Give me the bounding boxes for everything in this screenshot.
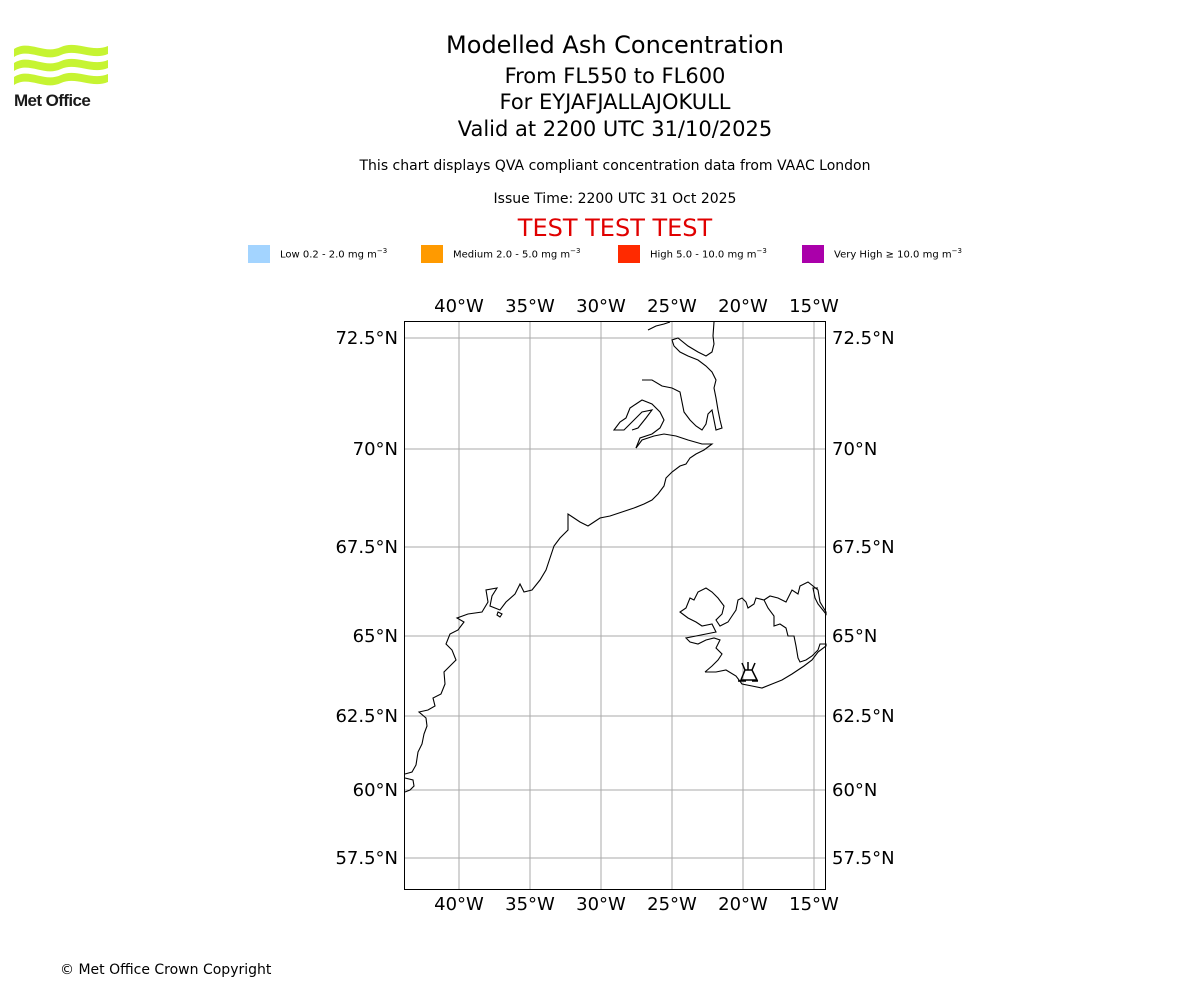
lat-tick-left: 70°N [353, 439, 398, 460]
lon-tick-top: 25°W [647, 296, 697, 317]
lat-tick-right: 65°N [832, 626, 877, 647]
valid-time: Valid at 2200 UTC 31/10/2025 [457, 117, 773, 141]
lon-tick-top: 15°W [789, 296, 839, 317]
legend-label-very-high: Very High ≥ 10.0 mg m−3 [834, 247, 962, 261]
legend-label-low: Low 0.2 - 2.0 mg m−3 [280, 247, 388, 261]
lon-tick-top: 20°W [718, 296, 768, 317]
legend-swatch-very-high [802, 245, 824, 263]
lat-tick-right: 62.5°N [832, 706, 895, 727]
lat-tick-right: 70°N [832, 439, 877, 460]
lat-tick-right: 67.5°N [832, 537, 895, 558]
copyright-notice: © Met Office Crown Copyright [60, 962, 272, 978]
legend-label-high: High 5.0 - 10.0 mg m−3 [650, 247, 767, 261]
lat-tick-left: 60°N [353, 780, 398, 801]
legend-item-high: High 5.0 - 10.0 mg m−3 [618, 244, 767, 264]
lon-tick-top: 35°W [505, 296, 555, 317]
legend-item-medium: Medium 2.0 - 5.0 mg m−3 [421, 244, 580, 264]
lon-tick-bottom: 30°W [576, 894, 626, 915]
lat-tick-left: 72.5°N [335, 328, 398, 349]
lat-tick-left: 57.5°N [335, 848, 398, 869]
lat-tick-right: 72.5°N [832, 328, 895, 349]
lat-tick-left: 67.5°N [335, 537, 398, 558]
lon-tick-bottom: 15°W [789, 894, 839, 915]
coastline-iceland [679, 581, 827, 689]
logo-text: Met Office [14, 91, 91, 110]
lat-tick-left: 62.5°N [335, 706, 398, 727]
lon-tick-top: 40°W [434, 296, 484, 317]
lat-tick-left: 65°N [353, 626, 398, 647]
map-frame [404, 321, 826, 890]
volcano-icon [738, 662, 759, 682]
lon-tick-bottom: 40°W [434, 894, 484, 915]
map-gridlines [405, 322, 826, 889]
lon-tick-top: 30°W [576, 296, 626, 317]
lat-tick-right: 60°N [832, 780, 877, 801]
legend-label-medium: Medium 2.0 - 5.0 mg m−3 [453, 247, 581, 261]
legend-swatch-medium [421, 245, 443, 263]
met-office-logo-icon [14, 44, 108, 86]
lon-tick-bottom: 25°W [647, 894, 697, 915]
legend-swatch-high [618, 245, 640, 263]
coastline-greenland [404, 321, 723, 793]
legend-swatch-low [248, 245, 270, 263]
volcano-name: For EYJAFJALLAJOKULL [499, 90, 731, 114]
lon-tick-bottom: 35°W [505, 894, 555, 915]
test-banner: TEST TEST TEST [517, 214, 713, 242]
issue-time: Issue Time: 2200 UTC 31 Oct 2025 [493, 191, 737, 207]
flight-level-range: From FL550 to FL600 [504, 64, 726, 88]
chart-description: This chart displays QVA compliant concen… [359, 158, 871, 174]
chart-title: Modelled Ash Concentration [446, 31, 784, 59]
lat-tick-right: 57.5°N [832, 848, 895, 869]
legend-item-very-high: Very High ≥ 10.0 mg m−3 [802, 244, 962, 264]
lon-tick-bottom: 20°W [718, 894, 768, 915]
legend-item-low: Low 0.2 - 2.0 mg m−3 [248, 244, 387, 264]
